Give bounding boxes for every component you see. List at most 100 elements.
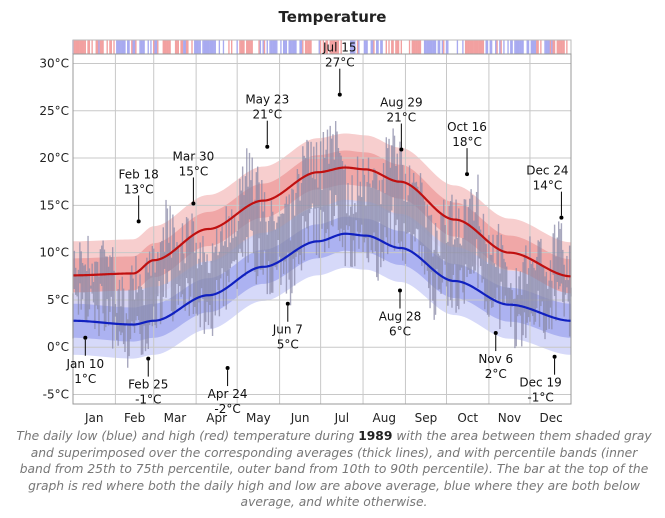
- status-strip-day: [370, 40, 373, 54]
- status-strip-day: [493, 40, 496, 54]
- status-strip-day: [566, 40, 568, 54]
- status-strip-day: [507, 40, 509, 54]
- y-tick-label: 5°C: [47, 293, 69, 307]
- status-strip-day: [198, 40, 200, 54]
- status-strip-day: [276, 40, 278, 54]
- extreme-annotation: Jan 101°C: [66, 335, 104, 386]
- annotation-dot: [225, 366, 230, 371]
- status-strip-day: [299, 40, 302, 54]
- status-strip-day: [83, 40, 85, 54]
- annotation-value: 5°C: [277, 338, 299, 352]
- status-strip-day: [289, 40, 292, 54]
- x-tick-label: Jun: [290, 411, 310, 425]
- status-strip-day: [118, 40, 121, 54]
- status-strip-day: [422, 40, 425, 54]
- status-strip-day: [87, 40, 89, 54]
- status-strip-day: [110, 40, 113, 54]
- status-strip-day: [285, 40, 288, 54]
- status-strip-day: [282, 40, 285, 54]
- status-strip-day: [523, 40, 526, 54]
- status-strip-day: [172, 40, 174, 54]
- status-strip-day: [296, 40, 299, 54]
- status-strip-day: [325, 40, 328, 54]
- chart-title: Temperature: [278, 8, 387, 26]
- status-strip-day: [481, 40, 483, 54]
- status-strip-day: [521, 40, 523, 54]
- extreme-annotation: Nov 62°C: [478, 331, 513, 381]
- status-strip-day: [270, 40, 273, 54]
- status-strip-day: [533, 40, 535, 54]
- x-tick-label: Aug: [373, 411, 396, 425]
- annotation-date: Jun 7: [272, 323, 303, 337]
- status-strip-day: [148, 40, 151, 54]
- status-strip-day: [510, 40, 512, 54]
- status-strip-day: [180, 40, 182, 54]
- status-strip-day: [163, 40, 166, 54]
- x-tick-label: Sep: [415, 411, 438, 425]
- status-strip-day: [410, 40, 412, 54]
- status-strip-day: [269, 40, 271, 54]
- status-strip-day: [407, 40, 410, 54]
- status-strip-day: [360, 40, 363, 54]
- status-strip-day: [240, 40, 243, 54]
- status-strip-day: [470, 40, 473, 54]
- status-strip-day: [251, 40, 254, 54]
- annotation-dot: [493, 331, 498, 336]
- status-strip-day: [529, 40, 531, 54]
- annotation-date: Feb 25: [128, 378, 168, 392]
- status-strip-day: [220, 40, 222, 54]
- status-strip-day: [157, 40, 159, 54]
- status-strip-day: [258, 40, 260, 54]
- status-strip-day: [328, 40, 330, 54]
- status-strip-day: [557, 40, 560, 54]
- status-strip-day: [522, 40, 525, 54]
- status-strip-day: [317, 40, 319, 54]
- status-strip-day: [329, 40, 332, 54]
- annotation-dot: [552, 354, 557, 359]
- status-strip-day: [423, 40, 426, 54]
- plot-border: [72, 53, 572, 405]
- status-strip-day: [318, 40, 321, 54]
- annotation-value: 18°C: [452, 135, 482, 149]
- status-strip-day: [488, 40, 490, 54]
- status-strip-day: [158, 40, 161, 54]
- status-strip-day: [292, 40, 295, 54]
- annotation-date: Aug 28: [379, 309, 422, 323]
- status-strip-day: [406, 40, 408, 54]
- status-strip-day: [438, 40, 441, 54]
- status-strip-day: [254, 40, 256, 54]
- status-strip-day: [117, 40, 120, 54]
- status-strip-day: [224, 40, 226, 54]
- annotation-dot: [399, 147, 404, 152]
- status-strip-day: [284, 40, 286, 54]
- status-strip-day: [306, 40, 308, 54]
- x-tick-label: Feb: [124, 411, 145, 425]
- status-strip-day: [129, 40, 132, 54]
- status-strip-day: [326, 40, 329, 54]
- status-strip-day: [395, 40, 397, 54]
- caption-after: with the area between them shaded gray a…: [19, 429, 652, 509]
- status-strip-day: [137, 40, 140, 54]
- status-strip-day: [452, 40, 455, 54]
- status-strip-day: [322, 40, 325, 54]
- status-strip-day: [475, 40, 478, 54]
- annotation-date: Jul 15: [322, 41, 357, 55]
- x-tick-label: Nov: [498, 411, 521, 425]
- status-strip-day: [443, 40, 445, 54]
- status-strip-day: [467, 40, 470, 54]
- status-strip-day: [391, 40, 393, 54]
- annotation-value: 13°C: [124, 182, 154, 196]
- annotation-dot: [285, 301, 290, 306]
- status-strip-day: [261, 40, 263, 54]
- average-high-line: [72, 166, 572, 278]
- status-strip-day: [213, 40, 215, 54]
- status-strip-day: [464, 40, 467, 54]
- status-strip-day: [560, 40, 563, 54]
- status-strip-day: [492, 40, 494, 54]
- status-strip-day: [252, 40, 255, 54]
- chart-caption: The daily low (blue) and high (red) temp…: [14, 428, 654, 511]
- status-strip-day: [469, 40, 471, 54]
- annotation-date: Feb 18: [118, 167, 158, 181]
